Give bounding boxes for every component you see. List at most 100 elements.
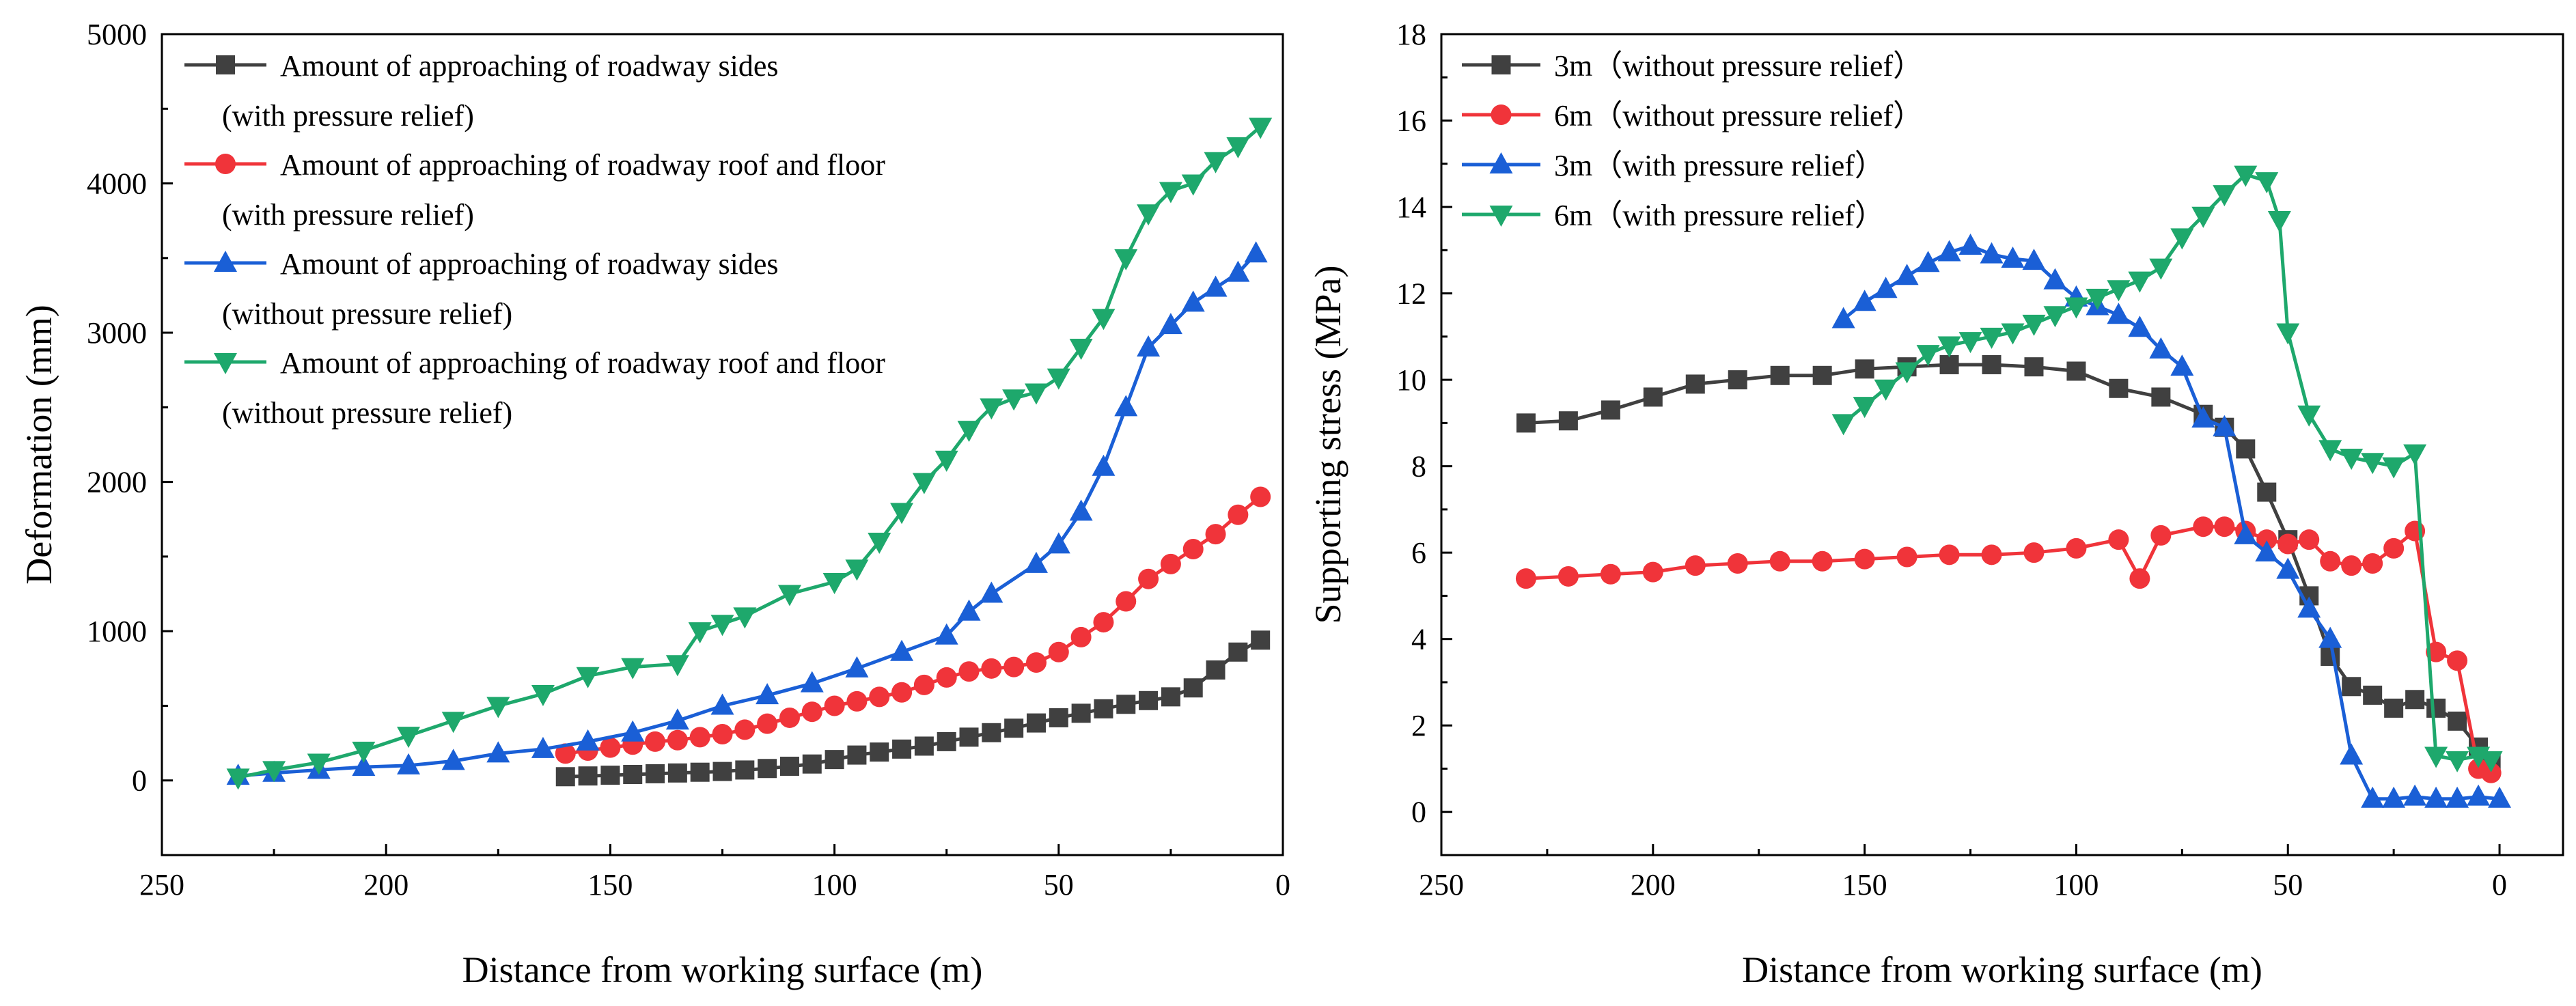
- data-point: [486, 741, 510, 763]
- y-tick-label: 10: [1396, 363, 1426, 397]
- data-point: [2234, 165, 2258, 187]
- data-point: [937, 731, 956, 751]
- legend-label: Amount of approaching of roadway roof an…: [280, 346, 885, 380]
- data-point: [2193, 516, 2214, 537]
- data-point: [710, 615, 734, 637]
- data-point: [665, 655, 689, 677]
- data-point: [734, 719, 756, 740]
- data-point: [1916, 345, 1940, 367]
- y-tick-label: 6: [1411, 536, 1426, 570]
- data-point: [757, 713, 778, 734]
- data-point: [555, 767, 575, 787]
- data-point: [869, 686, 890, 708]
- data-point: [623, 764, 643, 784]
- data-point: [912, 473, 936, 494]
- data-point: [352, 755, 376, 777]
- data-point: [1874, 277, 1898, 298]
- data-point: [2342, 677, 2362, 697]
- data-point: [1161, 687, 1180, 707]
- data-point: [1601, 400, 1620, 420]
- legend-label: 6m（without pressure relief）: [1554, 99, 1923, 132]
- data-point: [2297, 596, 2321, 618]
- data-point: [1855, 359, 1874, 379]
- data-point: [531, 684, 555, 706]
- data-point: [1003, 656, 1025, 677]
- series-triangle-up: [1831, 233, 2512, 808]
- data-point: [1093, 612, 1114, 633]
- data-point: [1139, 690, 1159, 710]
- legend-marker: [1491, 104, 1512, 125]
- data-point: [1770, 365, 1790, 385]
- data-point: [1937, 336, 1961, 358]
- x-axis-title: Distance from working surface (m): [462, 949, 983, 990]
- data-point: [980, 581, 1003, 603]
- data-point: [934, 450, 958, 472]
- y-tick-label: 16: [1396, 104, 1426, 138]
- data-point: [1895, 264, 1919, 285]
- legend-label-line2: (without pressure relief): [222, 297, 512, 331]
- data-point: [1874, 379, 1898, 401]
- data-point: [957, 599, 981, 621]
- series-triangle-up: [226, 241, 1268, 785]
- data-point: [1204, 275, 1228, 297]
- data-point: [576, 667, 600, 688]
- data-point: [1137, 204, 1161, 226]
- data-point: [845, 559, 869, 581]
- data-point: [2066, 361, 2086, 381]
- data-point: [1024, 383, 1048, 405]
- data-point: [1895, 362, 1919, 384]
- data-point: [2297, 405, 2321, 427]
- x-tick-label: 150: [587, 868, 633, 902]
- data-point: [936, 667, 957, 688]
- data-point: [352, 742, 376, 764]
- data-point: [1114, 395, 1138, 417]
- data-point: [1092, 309, 1116, 331]
- data-point: [2023, 542, 2045, 563]
- data-point: [1094, 699, 1113, 718]
- data-point: [2234, 522, 2258, 544]
- data-point: [1896, 546, 1917, 568]
- data-point: [1251, 630, 1271, 650]
- legend-label-line2: (without pressure relief): [222, 396, 512, 430]
- data-point: [2043, 306, 2067, 328]
- data-point: [667, 763, 687, 783]
- data-point: [2341, 555, 2362, 576]
- data-point: [2256, 529, 2277, 550]
- data-point: [2479, 751, 2503, 772]
- data-point: [1048, 641, 1069, 662]
- data-point: [600, 766, 620, 785]
- data-point: [1092, 454, 1116, 476]
- data-point: [1159, 313, 1182, 335]
- data-point: [2214, 516, 2235, 537]
- data-point: [802, 754, 822, 774]
- data-point: [621, 658, 645, 680]
- data-point: [645, 731, 666, 752]
- data-point: [779, 707, 800, 728]
- data-point: [2149, 337, 2173, 359]
- data-point: [1024, 551, 1048, 573]
- data-point: [1727, 553, 1748, 574]
- data-point: [982, 723, 1001, 742]
- data-point: [2255, 540, 2279, 562]
- data-point: [1728, 370, 1747, 390]
- data-point: [262, 761, 286, 783]
- data-point: [1070, 626, 1092, 647]
- data-point: [2213, 185, 2236, 207]
- data-point: [1557, 565, 1579, 587]
- data-point: [824, 695, 845, 716]
- x-tick-label: 50: [1044, 868, 1074, 902]
- data-point: [1244, 241, 1268, 263]
- data-point: [667, 729, 688, 751]
- data-point: [2384, 698, 2404, 718]
- data-point: [825, 750, 844, 770]
- data-point: [1049, 708, 1068, 727]
- data-point: [1182, 538, 1204, 559]
- legend-marker: [1491, 55, 1511, 74]
- data-point: [1854, 548, 1875, 570]
- data-point: [1981, 544, 2002, 565]
- y-axis-title: Supporting stress (MPa): [1307, 266, 1348, 624]
- data-point: [2213, 415, 2236, 436]
- data-point: [2255, 172, 2279, 194]
- data-point: [2064, 297, 2088, 319]
- data-point: [2446, 751, 2469, 772]
